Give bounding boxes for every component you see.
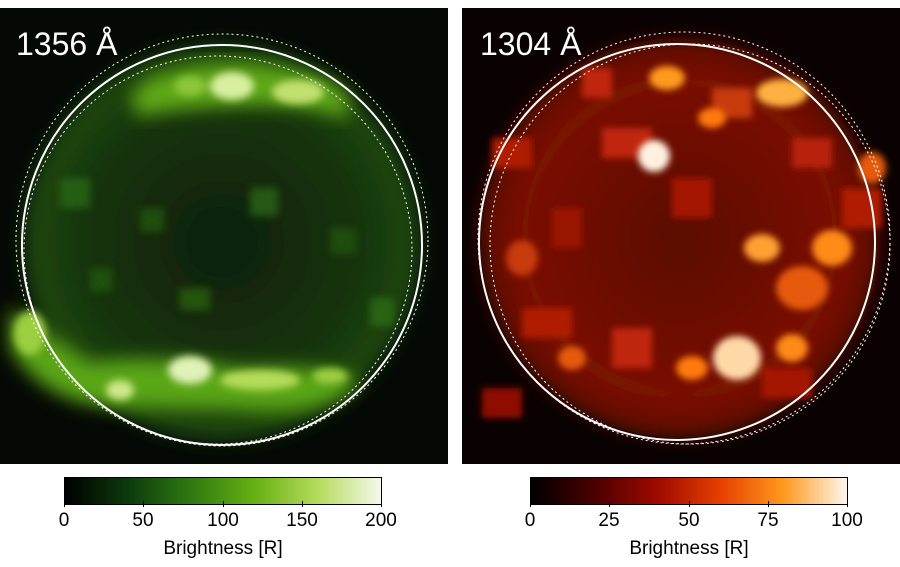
colorbar-tick-label: 75 (757, 510, 779, 531)
colorbar-tick-label: 0 (58, 510, 70, 531)
disk-glow (24, 44, 420, 440)
limb-circle-dotted-inner (489, 43, 891, 445)
colorbar-tick-label: 50 (132, 510, 154, 531)
colorbar-tick-label: 100 (207, 510, 239, 531)
panel-label: 1356 Å (16, 26, 118, 62)
image-panel-1356: 1356 Å (0, 8, 448, 464)
limb-circle-dotted-outer (15, 33, 429, 447)
limb-circle (478, 43, 876, 441)
limb-circle-dotted-inner (23, 55, 413, 445)
colorbar-tick-label: 25 (598, 510, 620, 531)
colorbar-tick-label: 0 (524, 510, 536, 531)
north-aurora-bright-spot (210, 72, 254, 100)
colorbar-title: Brightness [R] (163, 538, 283, 559)
emission-image-1356 (10, 33, 429, 447)
north-aurora-spot (272, 80, 324, 104)
colorbar-title: Brightness [R] (629, 538, 749, 559)
limb-circle (21, 44, 423, 446)
disk-mottle (60, 178, 394, 326)
colorbar-tick-label: 150 (286, 510, 318, 531)
colorbar-tick-label: 100 (831, 510, 863, 531)
disk-glow (480, 38, 880, 438)
colorbar-1304: 0 25 50 75 100 Brightness [R] (500, 473, 880, 567)
colorbar-tick-label: 200 (365, 510, 397, 531)
bright-spot-northeast (756, 79, 808, 107)
bright-spot-north (638, 140, 670, 172)
emission-image-1304 (477, 31, 891, 445)
colorbar-tick-label: 50 (678, 510, 700, 531)
south-aurora-bright-spot (168, 356, 212, 384)
image-panel-1304: 1304 Å (462, 8, 900, 464)
panel-label: 1304 Å (480, 26, 582, 62)
bright-spot-south (713, 336, 761, 380)
colorbar-gradient (530, 477, 848, 505)
colorbar-1356: 0 50 100 150 200 Brightness [R] (40, 473, 410, 567)
